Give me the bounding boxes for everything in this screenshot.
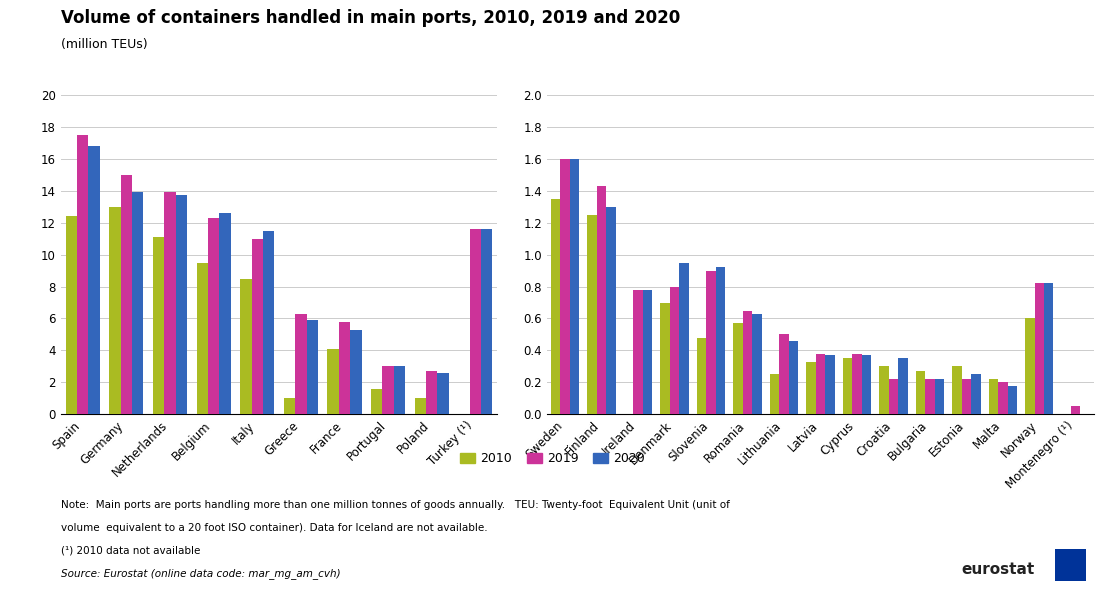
Bar [925, 379, 935, 414]
Bar [825, 355, 834, 414]
Bar [382, 366, 393, 414]
Bar [807, 362, 815, 414]
Bar [961, 379, 971, 414]
Bar [393, 366, 406, 414]
Bar [120, 175, 131, 414]
Bar [414, 398, 427, 414]
Bar [481, 229, 493, 414]
Bar [470, 229, 481, 414]
Bar [843, 358, 852, 414]
Text: (million TEUs): (million TEUs) [61, 38, 147, 52]
Bar [240, 278, 252, 414]
Text: Source: Eurostat (online data code: mar_mg_am_cvh): Source: Eurostat (online data code: mar_… [61, 568, 340, 578]
Bar [1071, 406, 1081, 414]
Bar [670, 287, 680, 414]
Text: Note:  Main ports are ports handling more than one million tonnes of goods annua: Note: Main ports are ports handling more… [61, 500, 729, 510]
Bar [953, 366, 961, 414]
Bar [570, 159, 579, 414]
Text: eurostat: eurostat [961, 562, 1034, 577]
Bar [633, 289, 643, 414]
Bar [109, 207, 120, 414]
Bar [971, 374, 980, 414]
Bar [88, 146, 99, 414]
Bar [753, 314, 761, 414]
Bar [219, 213, 231, 414]
Text: Volume of containers handled in main ports, 2010, 2019 and 2020: Volume of containers handled in main por… [61, 9, 680, 27]
Bar [208, 218, 219, 414]
Text: volume  equivalent to a 20 foot ISO container). Data for Iceland are not availab: volume equivalent to a 20 foot ISO conta… [61, 523, 487, 533]
Bar [1044, 284, 1053, 414]
Bar [815, 353, 825, 414]
Bar [350, 330, 361, 414]
Bar [176, 195, 187, 414]
Bar [263, 230, 274, 414]
Bar [734, 323, 743, 414]
Bar [131, 192, 144, 414]
Bar [862, 355, 871, 414]
Bar [327, 349, 339, 414]
Bar [371, 389, 382, 414]
Text: (¹) 2010 data not available: (¹) 2010 data not available [61, 545, 200, 555]
Bar [743, 310, 753, 414]
Bar [779, 334, 789, 414]
Bar [306, 320, 318, 414]
Bar [998, 382, 1008, 414]
Bar [880, 366, 888, 414]
Bar [295, 314, 306, 414]
Bar [438, 373, 449, 414]
Bar [65, 216, 77, 414]
Bar [852, 353, 862, 414]
Bar [898, 358, 907, 414]
Bar [770, 374, 779, 414]
Bar [789, 341, 798, 414]
Bar [607, 207, 615, 414]
Bar [916, 371, 925, 414]
Bar [284, 398, 295, 414]
Bar [989, 379, 998, 414]
Bar [597, 186, 607, 414]
Bar [1025, 318, 1034, 414]
Bar [706, 271, 716, 414]
Bar [165, 192, 176, 414]
Bar [197, 262, 208, 414]
Bar [661, 303, 670, 414]
Bar [152, 237, 165, 414]
Bar [935, 379, 944, 414]
Bar [77, 134, 88, 414]
Bar [252, 239, 263, 414]
Bar [643, 289, 652, 414]
Bar [680, 263, 688, 414]
Legend: 2010, 2019, 2020: 2010, 2019, 2020 [455, 448, 650, 470]
Bar [716, 268, 725, 414]
Bar [1034, 284, 1044, 414]
Bar [588, 214, 597, 414]
Bar [551, 198, 560, 414]
Bar [560, 159, 570, 414]
Bar [697, 337, 706, 414]
Bar [1008, 385, 1017, 414]
Bar [427, 371, 438, 414]
Bar [339, 321, 350, 414]
Bar [888, 379, 898, 414]
